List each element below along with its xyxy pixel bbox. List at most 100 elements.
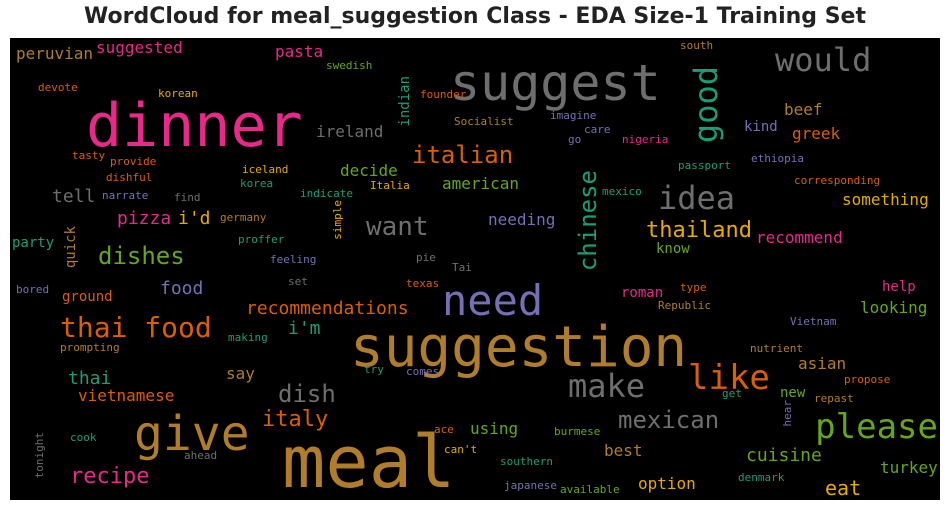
word-tasty: tasty xyxy=(72,149,106,162)
word-dinner: dinner xyxy=(86,91,303,161)
word-corresponding: corresponding xyxy=(794,174,881,187)
word-hear: hear xyxy=(781,400,794,427)
word-i-m: i'm xyxy=(288,318,321,339)
word-needing: needing xyxy=(488,210,556,229)
word-germany: germany xyxy=(220,211,267,224)
word-available: available xyxy=(560,483,620,496)
word-roman: roman xyxy=(621,285,664,301)
word-find: find xyxy=(174,191,201,204)
word-decide: decide xyxy=(340,161,398,180)
word-set: set xyxy=(288,275,308,288)
word-thailand: thailand xyxy=(646,218,752,243)
word-please: please xyxy=(815,407,938,447)
word-recommendations: recommendations xyxy=(246,298,409,319)
word-party: party xyxy=(12,235,55,251)
word-indian: indian xyxy=(397,76,413,127)
word-italia: Italia xyxy=(370,179,410,192)
word-like: like xyxy=(688,358,770,398)
word-new: new xyxy=(780,385,806,401)
word-propose: propose xyxy=(844,373,891,386)
word-pizza: pizza xyxy=(117,208,172,229)
word-nutrient: nutrient xyxy=(750,342,803,355)
word-swedish: swedish xyxy=(326,59,373,72)
word-thai-food: thai food xyxy=(60,311,212,344)
word-get: get xyxy=(722,387,742,400)
word-pie: pie xyxy=(416,251,436,264)
word-idea: idea xyxy=(658,179,736,217)
word-care: care xyxy=(584,123,611,136)
word-italy: italy xyxy=(262,407,329,432)
word-vietnamese: vietnamese xyxy=(78,386,175,405)
word-using: using xyxy=(470,419,519,438)
word-iceland: iceland xyxy=(242,163,289,176)
word-vietnam: Vietnam xyxy=(790,315,837,328)
word-make: make xyxy=(568,367,646,405)
word-best: best xyxy=(604,441,643,460)
word-pasta: pasta xyxy=(275,42,324,61)
word-comes: comes xyxy=(406,365,440,378)
word-italian: italian xyxy=(412,141,514,169)
word-feeling: feeling xyxy=(270,253,317,266)
word-would: would xyxy=(775,41,872,79)
word-american: american xyxy=(442,174,520,193)
word-chinese: chinese xyxy=(574,170,602,272)
word-simple: simple xyxy=(331,200,344,240)
word-ahead: ahead xyxy=(184,449,218,462)
word-can-t: can't xyxy=(444,443,478,456)
word-mexico: mexico xyxy=(602,185,642,198)
word-mexican: mexican xyxy=(618,406,720,434)
word-repast: repast xyxy=(814,392,854,405)
word-food: food xyxy=(160,278,204,299)
word-tonight: tonight xyxy=(33,432,46,479)
word-making: making xyxy=(228,331,268,344)
word-tai: Tai xyxy=(452,261,472,274)
word-beef: beef xyxy=(784,100,823,119)
word-japanese: japanese xyxy=(504,479,557,492)
word-something: something xyxy=(842,190,929,209)
word-thai: thai xyxy=(68,368,112,389)
word-quick: quick xyxy=(63,226,79,269)
word-say: say xyxy=(226,364,255,383)
word-peruvian: peruvian xyxy=(16,44,94,63)
word-passport: passport xyxy=(678,159,731,172)
word-narrate: narrate xyxy=(102,189,149,202)
word-south: south xyxy=(680,39,714,52)
word-socialist: Socialist xyxy=(454,115,514,128)
word-turkey: turkey xyxy=(880,458,938,477)
word-proffer: proffer xyxy=(238,233,285,246)
word-dish: dish xyxy=(278,380,336,408)
word-kind: kind xyxy=(744,119,778,135)
word-korea: korea xyxy=(240,177,274,190)
word-suggestion: suggestion xyxy=(350,315,688,380)
word-ace: ace xyxy=(434,423,454,436)
word-burmese: burmese xyxy=(554,425,601,438)
word-bored: bored xyxy=(16,283,50,296)
chart-title: WordCloud for meal_suggestion Class - ED… xyxy=(84,4,866,29)
word-nigeria: nigeria xyxy=(622,133,669,146)
word-cook: cook xyxy=(70,431,97,444)
word-dishful: dishful xyxy=(106,171,153,184)
word-asian: asian xyxy=(798,354,847,373)
word-devote: devote xyxy=(38,81,78,94)
word-know: know xyxy=(656,241,690,257)
word-help: help xyxy=(882,279,916,295)
word-try: try xyxy=(364,363,384,376)
word-greek: greek xyxy=(792,124,841,143)
word-korean: korean xyxy=(158,87,198,100)
word-option: option xyxy=(638,474,696,493)
word-provide: provide xyxy=(110,155,157,168)
word-denmark: denmark xyxy=(738,471,785,484)
word-recommend: recommend xyxy=(756,228,843,247)
word-ground: ground xyxy=(62,289,113,305)
word-suggested: suggested xyxy=(96,38,183,57)
word-ethiopia: ethiopia xyxy=(751,152,804,165)
word-good: good xyxy=(687,66,725,144)
word-need: need xyxy=(442,276,544,325)
word-ireland: ireland xyxy=(316,122,384,141)
word-republic: Republic xyxy=(658,299,711,312)
word-meal: meal xyxy=(282,420,456,500)
word-looking: looking xyxy=(860,298,928,317)
word-type: type xyxy=(680,281,707,294)
word-indicate: indicate xyxy=(300,187,353,200)
word-texas: texas xyxy=(406,277,440,290)
